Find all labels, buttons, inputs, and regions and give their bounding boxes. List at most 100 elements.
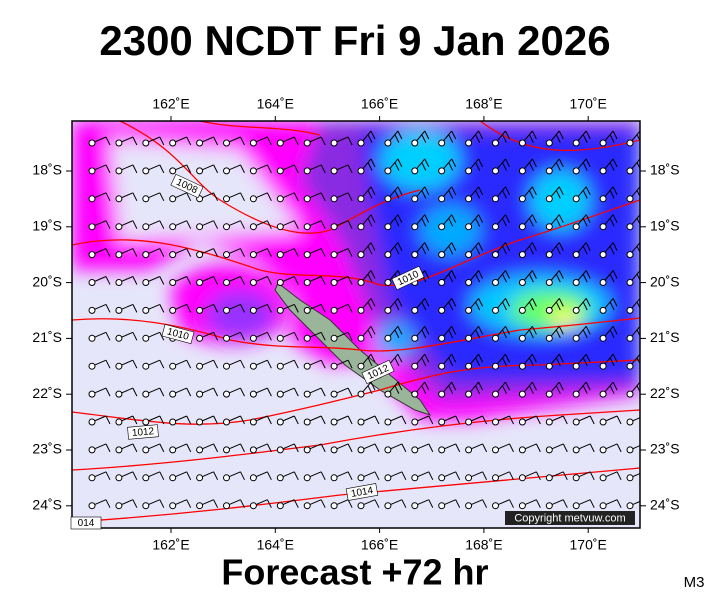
wind-barb (545, 443, 568, 454)
barb-flag (589, 499, 595, 508)
station (249, 502, 257, 510)
barb-flag (424, 353, 430, 363)
station (115, 279, 123, 286)
station (357, 195, 365, 203)
station (384, 502, 392, 510)
barb-flag (367, 385, 373, 394)
barb-flag (528, 134, 534, 143)
station (357, 334, 365, 342)
station (384, 306, 392, 314)
station (357, 390, 365, 398)
barb-flag (505, 130, 510, 140)
barb-flag (558, 130, 564, 140)
wind-barb (142, 164, 165, 175)
barb-flag (347, 276, 353, 285)
wind-barb (492, 298, 510, 314)
station (438, 223, 446, 231)
barb-flag (293, 387, 299, 397)
wind-barb (492, 270, 510, 286)
barb-flag (644, 444, 648, 452)
barb-flag (370, 130, 376, 140)
station (599, 223, 607, 231)
barb-flag (240, 471, 245, 481)
station (465, 279, 473, 286)
barb-flag (558, 186, 564, 196)
wind-barb (438, 381, 457, 398)
station (572, 502, 580, 510)
station (88, 390, 96, 398)
barb-flag (397, 130, 403, 140)
barb-flag (585, 353, 591, 363)
station (545, 362, 553, 370)
station (599, 195, 607, 203)
wind-barb (518, 471, 541, 482)
station (492, 390, 499, 398)
wind-barb (599, 353, 618, 370)
wind-barb (545, 381, 564, 398)
barb-flag (266, 443, 272, 453)
barb-flag (644, 472, 648, 480)
station (223, 418, 230, 426)
station (169, 223, 177, 231)
wind-barb (249, 220, 272, 231)
station (465, 362, 473, 370)
station (465, 418, 473, 426)
wind-barb (330, 192, 353, 203)
wind-barb (384, 130, 403, 147)
wind-barb (572, 214, 591, 231)
wind-barb (303, 164, 326, 175)
station (88, 279, 96, 286)
barb-flag (132, 359, 138, 369)
wind-barb (411, 130, 430, 147)
barb-flag (428, 499, 434, 508)
wind-barb (330, 164, 353, 175)
station (249, 139, 257, 147)
barb-flag (213, 499, 219, 508)
barb-flag (367, 301, 373, 311)
barb-flag (535, 443, 541, 453)
barb-flag (397, 326, 403, 335)
station (169, 362, 177, 370)
barb-flag (505, 381, 510, 391)
wind-barb (196, 331, 219, 342)
barb-flag (585, 298, 591, 307)
station (492, 251, 499, 259)
station (599, 446, 607, 454)
barb-flag (555, 329, 561, 339)
station (384, 446, 392, 454)
station (303, 167, 311, 175)
wind-barb (572, 242, 591, 259)
station (169, 251, 177, 259)
station (384, 334, 392, 342)
station (411, 446, 419, 454)
barb-flag (213, 164, 219, 174)
station (492, 167, 499, 175)
barb-flag (555, 218, 561, 227)
barb-flag (585, 186, 591, 196)
station (518, 502, 526, 510)
station (249, 251, 257, 259)
station (142, 279, 150, 286)
barb-flag (612, 326, 618, 335)
station (276, 306, 284, 314)
barb-flag (186, 471, 192, 481)
station (303, 390, 311, 398)
wind-barb (545, 270, 564, 286)
wind-barb (626, 298, 640, 314)
station (169, 306, 177, 314)
barb-flag (159, 499, 165, 508)
wind-barb (303, 471, 326, 482)
barb-flag (424, 214, 430, 223)
title: 2300 NCDT Fri 9 Jan 2026 (99, 17, 610, 64)
barb-flag (478, 130, 484, 140)
barb-flag (528, 190, 534, 199)
barb-flag (502, 134, 507, 143)
barb-flag (213, 387, 219, 397)
barb-flag (320, 304, 326, 313)
barb-flag (367, 329, 373, 339)
wind-barb (518, 443, 541, 454)
barb-flag (394, 357, 400, 367)
wind-barb (411, 186, 430, 203)
wind-barb (545, 415, 568, 426)
wind-barb (545, 214, 564, 231)
